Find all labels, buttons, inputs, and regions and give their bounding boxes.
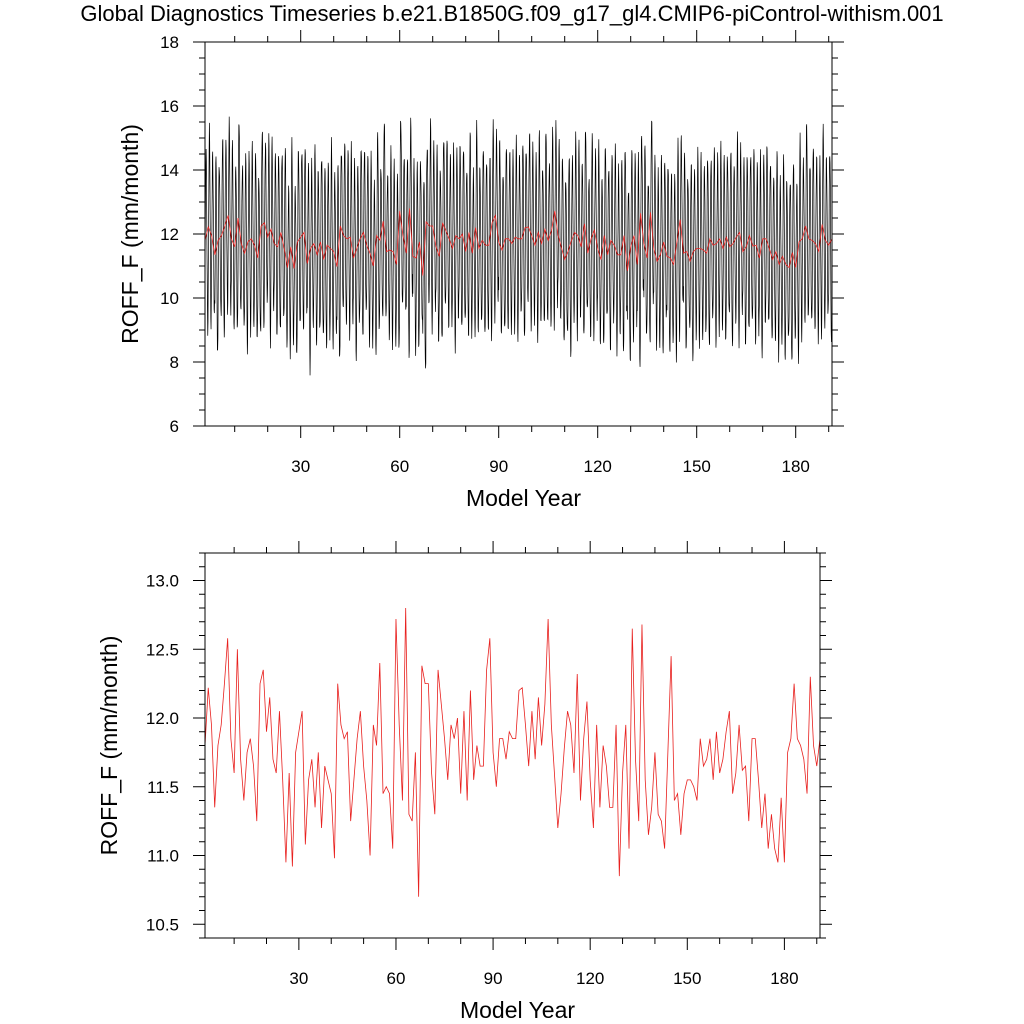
bottom-panel-annual: 30 60 90 120 150 180 10.5 11.0 11.5 12.0 12.5 13.0 M… [96,541,832,1023]
y-tick-label: 12 [160,225,179,244]
x-tick-label: 30 [291,457,310,476]
x-tick-label: 120 [584,457,612,476]
y-tick-label: 10 [160,289,179,308]
x-tick-label: 150 [673,969,701,988]
y-axis-title: ROFF_F (mm/month) [117,124,143,344]
x-tick-label: 60 [390,457,409,476]
x-tick-label: 150 [683,457,711,476]
y-tick-label: 12.0 [146,709,179,728]
top-panel-monthly-and-annual: 30 60 90 120 150 180 6 8 10 12 14 16 18 Model Year ROF… [117,30,844,511]
y-tick-label: 11.5 [147,778,179,797]
y-tick-label: 6 [170,417,179,436]
annual-mean-series-line [205,208,832,276]
x-tick-label: 120 [576,969,604,988]
x-tick-label: 30 [289,969,308,988]
x-axis-title: Model Year [460,997,575,1023]
y-tick-label: 12.5 [146,640,179,659]
plot-frame [204,552,821,939]
y-tick-label: 11.0 [147,847,179,866]
monthly-series-line [205,116,832,376]
x-axis-title: Model Year [466,485,581,511]
y-tick-label: 14 [160,161,179,180]
x-tick-label: 180 [782,457,810,476]
annual-mean-series-line [205,607,820,897]
y-tick-label: 13.0 [146,572,179,591]
y-axis-title: ROFF_F (mm/month) [96,636,122,856]
x-tick-label: 90 [484,969,503,988]
y-tick-label: 10.5 [146,915,179,934]
x-tick-label: 180 [770,969,798,988]
figure-title: Global Diagnostics Timeseries b.e21.B185… [80,1,944,26]
x-tick-label: 60 [387,969,406,988]
y-tick-label: 8 [170,353,179,372]
x-tick-label: 90 [489,457,508,476]
y-tick-label: 18 [160,33,179,52]
y-tick-label: 16 [160,97,179,116]
